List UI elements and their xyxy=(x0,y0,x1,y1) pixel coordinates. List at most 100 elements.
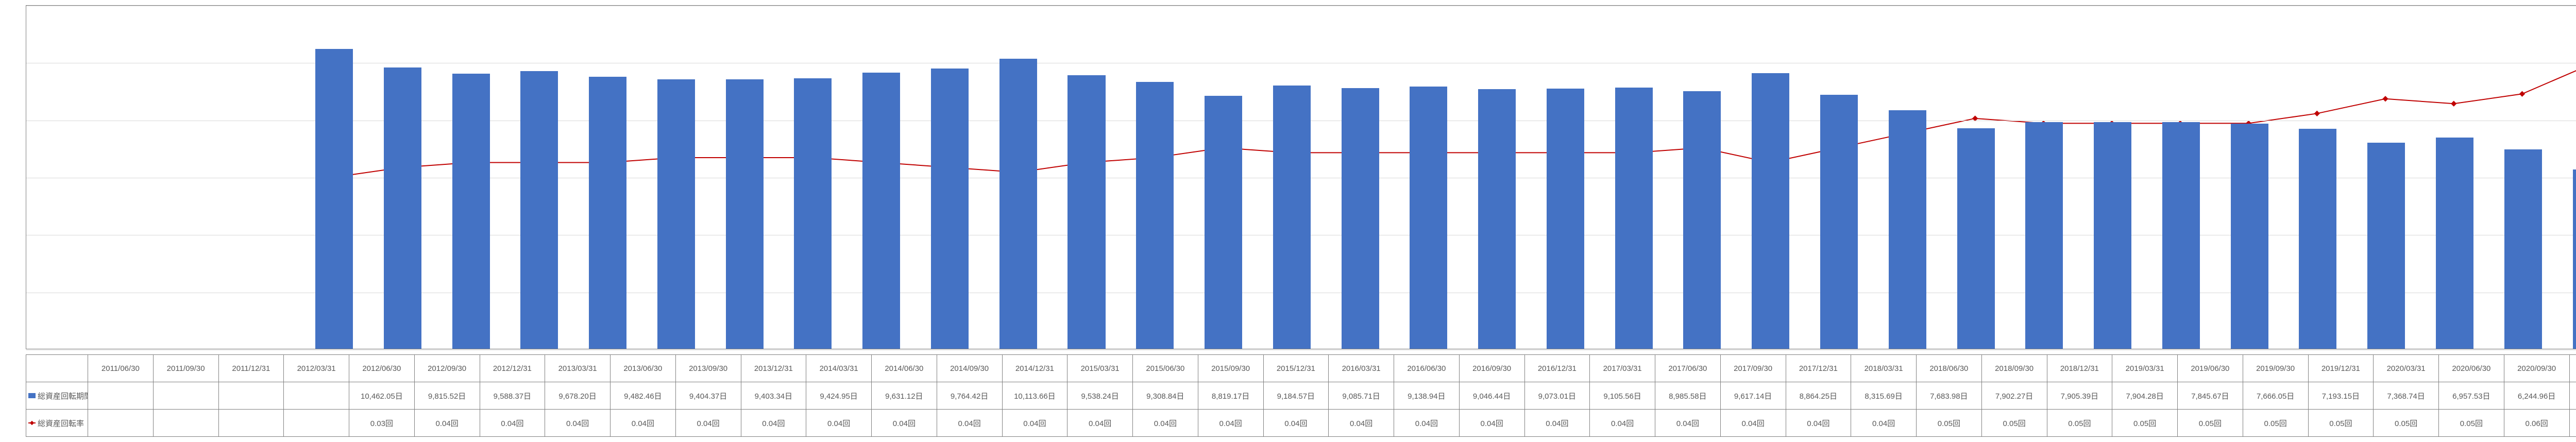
line-value-cell xyxy=(153,410,218,437)
line-marker xyxy=(2451,101,2456,107)
category-header: 2012/09/30 xyxy=(414,355,480,382)
category-header: 2019/12/31 xyxy=(2308,355,2374,382)
category-header: 2019/03/31 xyxy=(2112,355,2178,382)
bar-value-cell: 9,138.94日 xyxy=(1394,382,1460,410)
bar xyxy=(931,69,969,349)
bar xyxy=(1410,87,1447,349)
series-line-label: 総資産回転率 xyxy=(26,410,88,437)
bar-value-cell: 8,864.25日 xyxy=(1786,382,1851,410)
bar-value-cell: 6,244.96日 xyxy=(2504,382,2569,410)
bar xyxy=(999,59,1037,349)
line-value-cell: 0.04回 xyxy=(806,410,872,437)
bar-value-cell: 9,424.95日 xyxy=(806,382,872,410)
category-header: 2015/03/31 xyxy=(1067,355,1133,382)
category-header: 2019/09/30 xyxy=(2243,355,2308,382)
bar xyxy=(726,79,764,349)
bar-value-cell: 7,368.74日 xyxy=(2374,382,2439,410)
category-header: 2012/06/30 xyxy=(349,355,415,382)
line-value-cell: 0.05回 xyxy=(1981,410,2047,437)
category-header: 2018/03/31 xyxy=(1851,355,1917,382)
bar xyxy=(2367,143,2405,349)
bar-value-cell: 9,678.20日 xyxy=(545,382,611,410)
bar xyxy=(1752,73,1789,349)
line-value-cell xyxy=(284,410,349,437)
line-value-cell: 0.05回 xyxy=(2112,410,2178,437)
bar xyxy=(862,73,900,349)
line-marker xyxy=(2382,96,2388,101)
bar-value-cell: 9,308.84日 xyxy=(1133,382,1198,410)
category-header: 2013/03/31 xyxy=(545,355,611,382)
table-corner xyxy=(26,355,88,382)
line-value-cell: 0.04回 xyxy=(675,410,741,437)
category-header: 2013/06/30 xyxy=(611,355,676,382)
bar-value-cell: 7,845.67日 xyxy=(2178,382,2243,410)
line-value-cell: 0.04回 xyxy=(1851,410,1917,437)
bar-value-cell: 9,404.37日 xyxy=(675,382,741,410)
bar-value-cell: 9,184.57日 xyxy=(1263,382,1329,410)
category-header: 2018/09/30 xyxy=(1981,355,2047,382)
bar xyxy=(1478,89,1516,349)
bar xyxy=(2299,129,2336,349)
line-value-cell: 0.04回 xyxy=(937,410,1002,437)
line-value-cell: 0.04回 xyxy=(1720,410,1786,437)
line-value-cell: 0.04回 xyxy=(480,410,545,437)
category-header: 2018/06/30 xyxy=(1917,355,1982,382)
bar xyxy=(1820,95,1858,349)
line-value-cell: 0.05回 xyxy=(2374,410,2439,437)
line-value-cell xyxy=(88,410,154,437)
category-header: 2017/12/31 xyxy=(1786,355,1851,382)
bar-value-cell: 7,905.39日 xyxy=(2047,382,2112,410)
bar xyxy=(315,49,353,349)
bar xyxy=(520,71,558,349)
line-value-cell xyxy=(218,410,284,437)
bar xyxy=(1683,91,1721,349)
bar xyxy=(2436,138,2473,349)
line-value-cell: 0.04回 xyxy=(1198,410,1263,437)
bar xyxy=(1067,75,1105,349)
category-header: 2012/03/31 xyxy=(284,355,349,382)
category-header: 2012/12/31 xyxy=(480,355,545,382)
bar-value-cell: 7,666.05日 xyxy=(2243,382,2308,410)
line-value-cell: 0.04回 xyxy=(1590,410,1655,437)
line-value-cell: 0.04回 xyxy=(1329,410,1394,437)
bar xyxy=(2504,149,2542,349)
category-header: 2011/12/31 xyxy=(218,355,284,382)
line-value-cell: 0.05回 xyxy=(2308,410,2374,437)
bar-value-cell: 10,462.05日 xyxy=(349,382,415,410)
line-value-cell: 0.04回 xyxy=(1459,410,1524,437)
category-header: 2011/06/30 xyxy=(88,355,154,382)
bar xyxy=(794,78,832,349)
category-header: 2016/09/30 xyxy=(1459,355,1524,382)
category-header: 2017/03/31 xyxy=(1590,355,1655,382)
bar xyxy=(2094,122,2131,349)
line-value-cell: 0.03回 xyxy=(349,410,415,437)
line-value-cell: 0.04回 xyxy=(1263,410,1329,437)
line-value-cell: 0.05回 xyxy=(2243,410,2308,437)
line-value-cell: 0.04回 xyxy=(872,410,937,437)
bar-value-cell: 9,588.37日 xyxy=(480,382,545,410)
category-header: 2014/06/30 xyxy=(872,355,937,382)
plot-area: 0日2,000日4,000日6,000日8,000日10,000日12,000日… xyxy=(26,5,2576,349)
bar xyxy=(1615,88,1653,349)
line-value-cell: 0.04回 xyxy=(414,410,480,437)
bar-value-cell: 9,764.42日 xyxy=(937,382,1002,410)
bar xyxy=(2025,122,2063,349)
bar xyxy=(2231,124,2268,349)
bar-value-cell: 9,815.52日 xyxy=(414,382,480,410)
category-header: 2015/12/31 xyxy=(1263,355,1329,382)
bar xyxy=(589,77,626,349)
line-value-cell: 0.04回 xyxy=(1786,410,1851,437)
category-header: 2014/03/31 xyxy=(806,355,872,382)
bar xyxy=(1889,110,1926,349)
bar-value-cell: 9,631.12日 xyxy=(872,382,937,410)
bar xyxy=(1205,96,1242,349)
bar-value-cell xyxy=(153,382,218,410)
line-value-cell: 0.05回 xyxy=(2047,410,2112,437)
bar-value-cell: 8,819.17日 xyxy=(1198,382,1263,410)
bar xyxy=(1273,86,1311,349)
bar-value-cell: 8,985.58日 xyxy=(1655,382,1721,410)
line-value-cell: 0.04回 xyxy=(1133,410,1198,437)
line-value-cell: 0.06回 xyxy=(2569,410,2576,437)
bar-value-cell xyxy=(88,382,154,410)
line-value-cell: 0.04回 xyxy=(1067,410,1133,437)
